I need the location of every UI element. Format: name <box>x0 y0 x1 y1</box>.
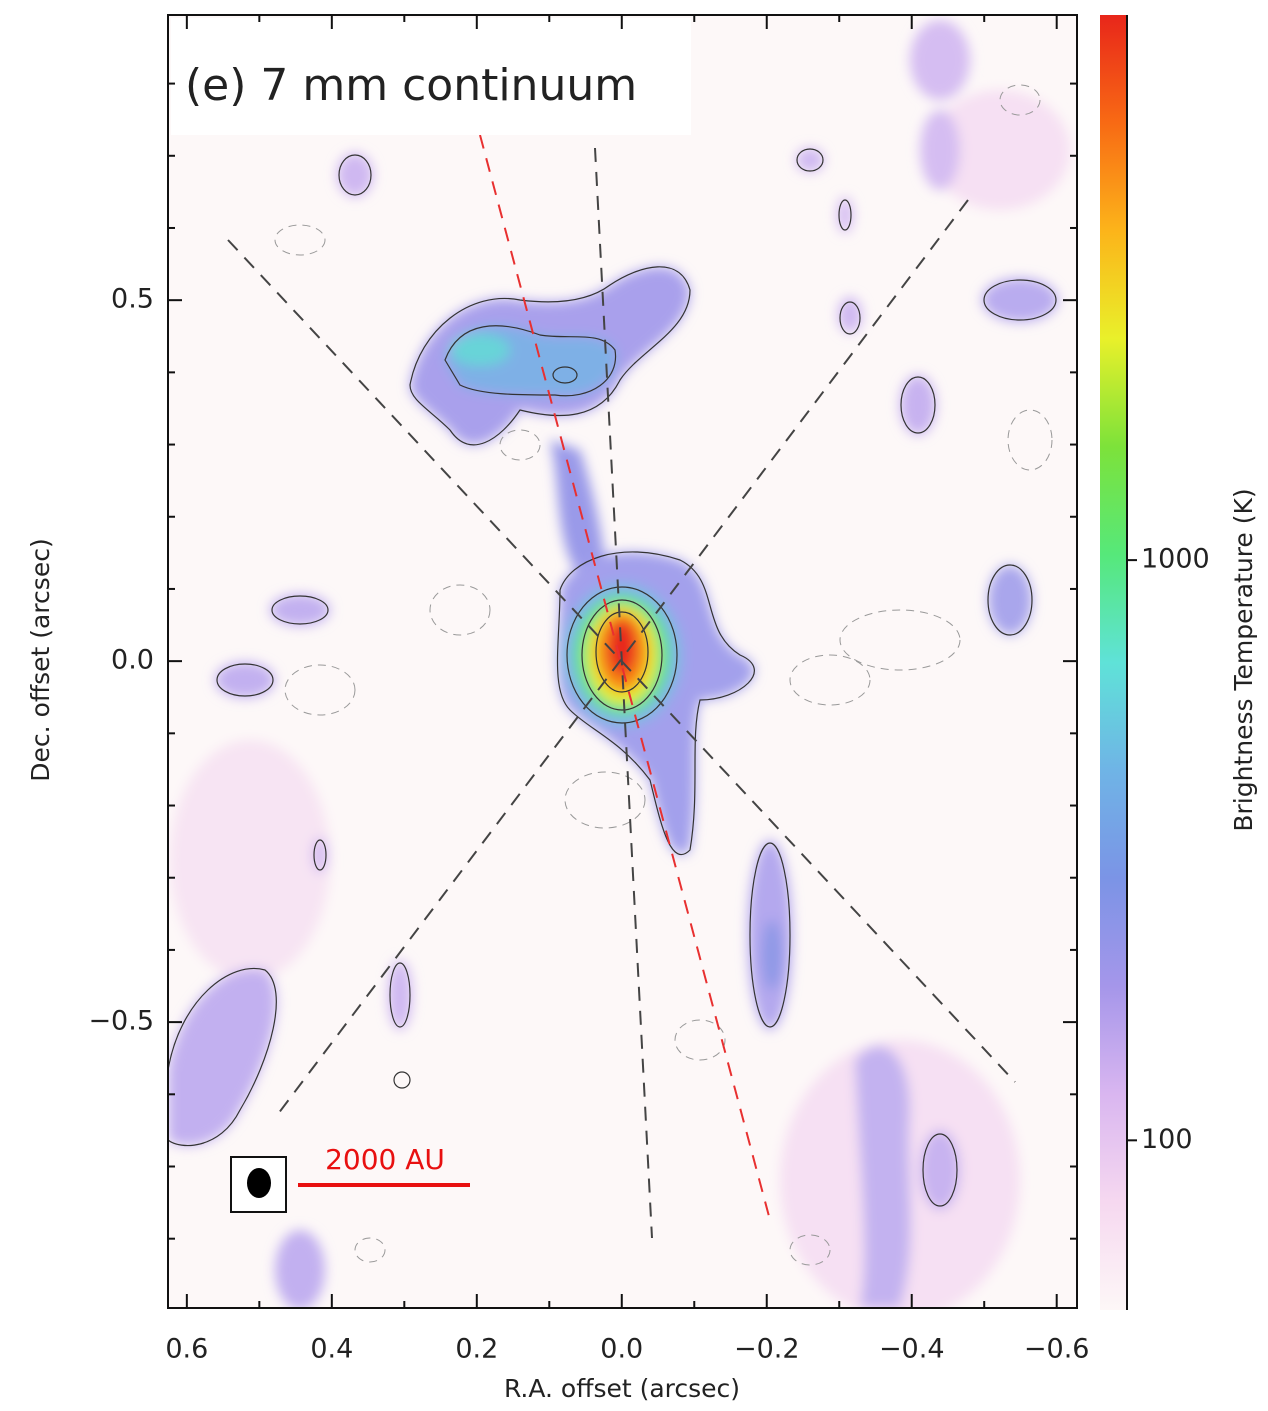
x-tick-label: 0.0 <box>600 1334 643 1365</box>
direction-lines <box>227 134 1016 1239</box>
x-tick-label: 0.2 <box>455 1334 498 1365</box>
colorbar-tick-label: 1000 <box>1141 544 1210 575</box>
colorbar-title: Brightness Temperature (K) <box>1229 488 1258 831</box>
y-tick-label: 0.0 <box>111 645 154 676</box>
x-tick-label: −0.2 <box>734 1334 800 1365</box>
x-tick-label: 0.4 <box>310 1334 353 1365</box>
beam <box>247 1168 271 1198</box>
chart-title: (e) 7 mm continuum <box>185 60 637 111</box>
x-tick-label: −0.4 <box>879 1334 945 1365</box>
x-axis-title: R.A. offset (arcsec) <box>504 1374 740 1403</box>
y-axis-title: Dec. offset (arcsec) <box>26 538 55 781</box>
y-tick-label: 0.5 <box>111 284 154 315</box>
scale-bar-label: 2000 AU <box>325 1143 445 1176</box>
emission-fill <box>168 20 1070 1308</box>
colorbar-tick-label: 100 <box>1141 1124 1193 1155</box>
y-tick-label: −0.5 <box>88 1006 154 1037</box>
x-tick-label: 0.6 <box>165 1334 208 1365</box>
colorbar <box>1100 15 1127 1310</box>
contours <box>168 148 1057 1207</box>
title-box <box>171 18 691 135</box>
emission-map <box>168 20 1070 1308</box>
x-tick-label: −0.6 <box>1024 1334 1090 1365</box>
negative-contours <box>274 84 1053 1266</box>
